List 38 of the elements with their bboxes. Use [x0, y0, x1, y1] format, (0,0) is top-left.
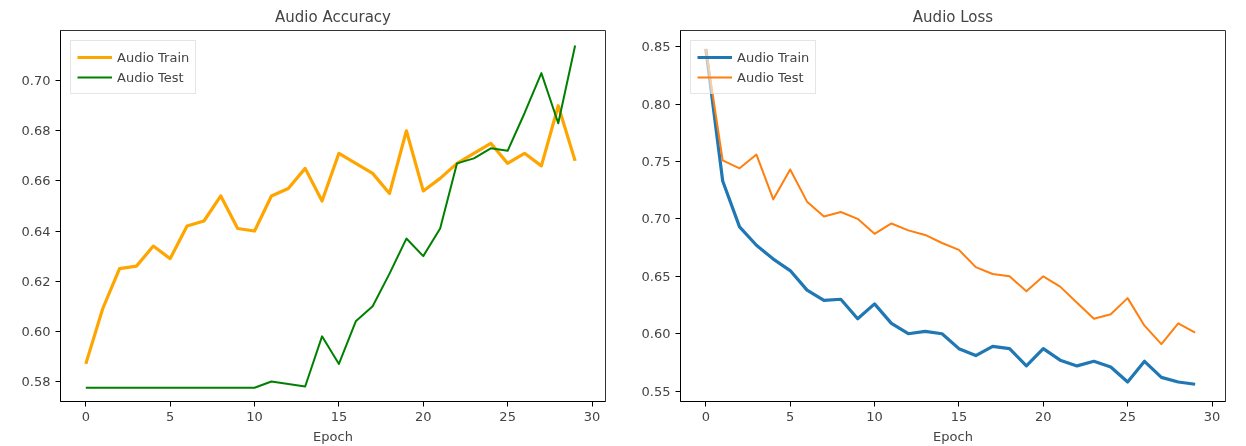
y-tick-label: 0.80 [641, 96, 671, 112]
y-tick-label: 0.65 [641, 268, 671, 284]
x-tick-label: 10 [866, 408, 883, 424]
x-axis-title: Epoch [313, 428, 353, 444]
x-tick-label: 0 [701, 408, 710, 424]
y-tick-label: 0.75 [641, 153, 671, 169]
x-tick-label: 5 [166, 408, 175, 424]
x-axis-title: Epoch [933, 428, 973, 444]
y-tick-label: 0.85 [641, 39, 671, 55]
y-tick-label: 0.55 [641, 383, 671, 399]
x-tick-label: 20 [1035, 408, 1052, 424]
y-tick-label: 0.60 [21, 323, 51, 339]
x-tick-label: 25 [499, 408, 516, 424]
x-tick-label: 25 [1119, 408, 1136, 424]
y-tick-label: 0.70 [641, 211, 671, 227]
line-series [84, 44, 577, 389]
legend-label: Audio Test [737, 69, 804, 85]
y-tick-label: 0.66 [21, 173, 51, 189]
y-tick-label: 0.70 [21, 73, 51, 89]
y-tick-label: 0.64 [21, 223, 51, 239]
legend-label: Audio Test [117, 69, 184, 85]
x-tick-label: 15 [950, 408, 968, 424]
x-tick-label: 5 [786, 408, 795, 424]
y-tick-label: 0.60 [641, 326, 671, 342]
y-tick-label: 0.58 [21, 373, 51, 389]
chart-title: Audio Accuracy [275, 7, 392, 26]
x-tick-label: 30 [1203, 408, 1221, 424]
x-tick-label: 20 [415, 408, 432, 424]
legend-label: Audio Train [737, 49, 810, 65]
x-tick-label: 0 [81, 408, 90, 424]
y-tick-label: 0.62 [21, 273, 51, 289]
legend-label: Audio Train [117, 49, 190, 65]
x-tick-label: 10 [246, 408, 263, 424]
y-tick-label: 0.68 [21, 123, 51, 139]
line-series [84, 104, 577, 366]
x-tick-label: 15 [330, 408, 348, 424]
chart-title: Audio Loss [912, 7, 994, 26]
x-tick-label: 30 [583, 408, 601, 424]
